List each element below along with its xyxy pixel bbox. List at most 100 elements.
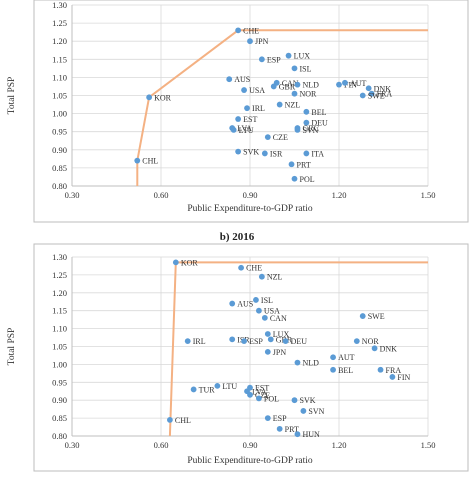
data-point-bel [330, 366, 336, 373]
y-tick-label: 1.30 [52, 0, 67, 10]
data-point-nzl [258, 273, 265, 280]
data-point-lux [264, 331, 271, 337]
point-label-aus: AUS [237, 300, 253, 309]
point-label-svn: SVN [302, 126, 318, 135]
data-point-deu [303, 119, 310, 126]
data-point-che [238, 264, 245, 271]
point-label-prt: PRT [297, 160, 311, 169]
y-tick-label: 1.25 [52, 270, 67, 280]
data-point-dnk [371, 345, 378, 352]
point-label-grc: GRC [302, 124, 318, 133]
point-label-fra: FRA [386, 366, 402, 375]
y-tick-label: 0.80 [52, 181, 67, 191]
data-point-isl [291, 65, 298, 72]
data-point-svn [300, 408, 307, 414]
data-point-che [235, 27, 242, 34]
point-label-nzl: NZL [285, 101, 301, 110]
data-point-chl [167, 416, 173, 423]
point-label-svk: SVK [243, 148, 259, 157]
point-label-esp: ESP [273, 414, 287, 423]
data-point-nzl [276, 101, 283, 108]
data-point-swe [359, 92, 366, 99]
point-label-ita: ITA [311, 149, 324, 158]
data-point-fra [377, 366, 384, 373]
y-tick-label: 0.95 [52, 127, 67, 137]
point-label-nld: NLD [302, 359, 319, 368]
data-point-pol [256, 395, 262, 402]
data-point-svk [291, 397, 298, 404]
y-tick-label: 0.85 [52, 413, 67, 423]
y-tick-label: 1.05 [52, 91, 67, 101]
point-label-bel: BEL [311, 108, 326, 117]
y-tick-label: 0.80 [52, 431, 67, 441]
point-label-lux: LUX [294, 52, 311, 61]
data-point-pol [291, 175, 298, 182]
y-tick-label: 1.15 [52, 306, 67, 316]
data-point-prt [288, 161, 295, 168]
y-tick-label: 1.15 [52, 54, 67, 64]
point-label-lva: LVA [237, 124, 252, 133]
point-label-lva: LVA [252, 387, 267, 396]
data-point-ita [303, 150, 310, 157]
point-label-hun: HUN [302, 430, 320, 439]
point-label-cze: CZE [255, 391, 270, 400]
point-label-ltu: LTU [239, 126, 254, 135]
data-point-usa [256, 307, 262, 314]
y-tick-label: 1.00 [52, 359, 67, 369]
x-tick-label: 1.20 [332, 440, 347, 450]
data-point-jpn [264, 348, 271, 355]
data-point-isl [253, 297, 259, 303]
point-label-nor: NOR [362, 337, 380, 346]
data-point-est [235, 116, 242, 122]
data-point-kor [172, 259, 179, 266]
point-label-dnk: DNK [380, 344, 398, 353]
point-label-nld: NLD [302, 81, 319, 90]
data-point-cze [247, 391, 253, 398]
y-tick-label: 0.85 [52, 163, 67, 173]
y-axis-title: Total PSP [7, 77, 17, 115]
x-tick-label: 0.30 [65, 190, 80, 200]
data-point-nld [294, 359, 301, 366]
point-label-bel: BEL [338, 366, 353, 375]
y-tick-label: 0.95 [52, 377, 67, 387]
data-point-prt [276, 425, 283, 432]
panel-frame-a [33, 0, 469, 223]
data-point-dnk [365, 85, 372, 92]
point-label-kor: KOR [154, 93, 172, 102]
point-label-cze: CZE [273, 133, 288, 142]
x-tick-label: 1.20 [332, 190, 347, 200]
x-axis-title: Public Expenditure-to-GDP ratio [187, 204, 312, 214]
data-point-fra [368, 90, 375, 97]
data-point-fin [336, 81, 342, 88]
scatter-panel-0: 0.80 0.85 0.90 0.95 1.00 1.05 1.10 1.15 1.20 1.25… [7, 0, 435, 214]
point-label-isl: ISL [261, 296, 273, 305]
x-tick-label: 0.60 [154, 190, 169, 200]
point-label-svn: SVN [308, 407, 324, 416]
point-label-esp: ESP [267, 55, 281, 64]
point-label-esp: ESP [249, 337, 263, 346]
point-label-jpn: JPN [255, 37, 269, 46]
point-label-nzl: NZL [267, 273, 283, 282]
data-point-usa [241, 87, 247, 93]
data-point-esp [264, 415, 271, 421]
point-label-fin: FIN [397, 373, 410, 382]
point-label-est: EST [255, 384, 269, 393]
data-point-svk [235, 148, 242, 155]
data-point-nld [294, 81, 301, 88]
data-point-isr [229, 336, 236, 343]
point-label-nor: NOR [300, 90, 318, 99]
data-point-cze [264, 134, 271, 141]
point-label-chl: CHL [175, 416, 191, 425]
data-point-tur [190, 386, 197, 393]
point-label-dnk: DNK [374, 84, 392, 93]
y-tick-label: 0.90 [52, 395, 67, 405]
data-point-nor [291, 90, 298, 97]
point-label-isr: ISR [270, 149, 283, 158]
point-label-fin: FIN [344, 81, 357, 90]
data-point-irl [184, 338, 191, 345]
point-label-pol: POL [300, 175, 315, 184]
point-label-can: CAN [270, 314, 287, 323]
x-tick-label: 1.50 [421, 190, 436, 200]
